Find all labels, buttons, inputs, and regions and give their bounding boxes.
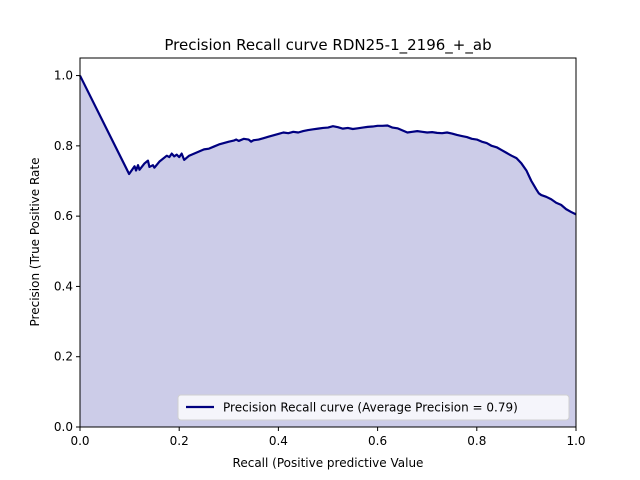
x-tick-label: 0.6: [368, 434, 387, 448]
x-tick-label: 0.0: [70, 434, 89, 448]
x-tick-label: 0.2: [170, 434, 189, 448]
y-tick-label: 0.2: [54, 350, 73, 364]
y-tick-label: 1.0: [54, 69, 73, 83]
plot-area: [79, 57, 577, 428]
series-line: [79, 75, 577, 216]
chart-title: Precision Recall curve RDN25-1_2196_+_ab: [164, 36, 491, 55]
y-axis-label: Precision (True Positive Rate: [28, 158, 42, 327]
x-axis-label: Recall (Positive predictive Value: [233, 456, 424, 470]
x-tick-label: 0.4: [269, 434, 288, 448]
legend: Precision Recall curve (Average Precisio…: [177, 394, 570, 421]
y-tick-label: 0.6: [54, 209, 73, 223]
legend-box: [177, 394, 570, 421]
y-tick-label: 0.4: [54, 279, 73, 293]
legend-entry: Precision Recall curve (Average Precisio…: [223, 401, 518, 415]
axes-frame: [79, 57, 577, 428]
area-fill: [80, 75, 576, 427]
y-tick-label: 0.0: [54, 420, 73, 434]
x-axis-ticks: 0.0 0.2 0.4 0.6 0.8 1.0: [70, 427, 586, 448]
x-tick-label: 0.8: [467, 434, 486, 448]
y-tick-label: 0.8: [54, 139, 73, 153]
y-axis-ticks: 0.0 0.2 0.4 0.6 0.8 1.0: [54, 69, 80, 434]
x-tick-label: 1.0: [566, 434, 585, 448]
